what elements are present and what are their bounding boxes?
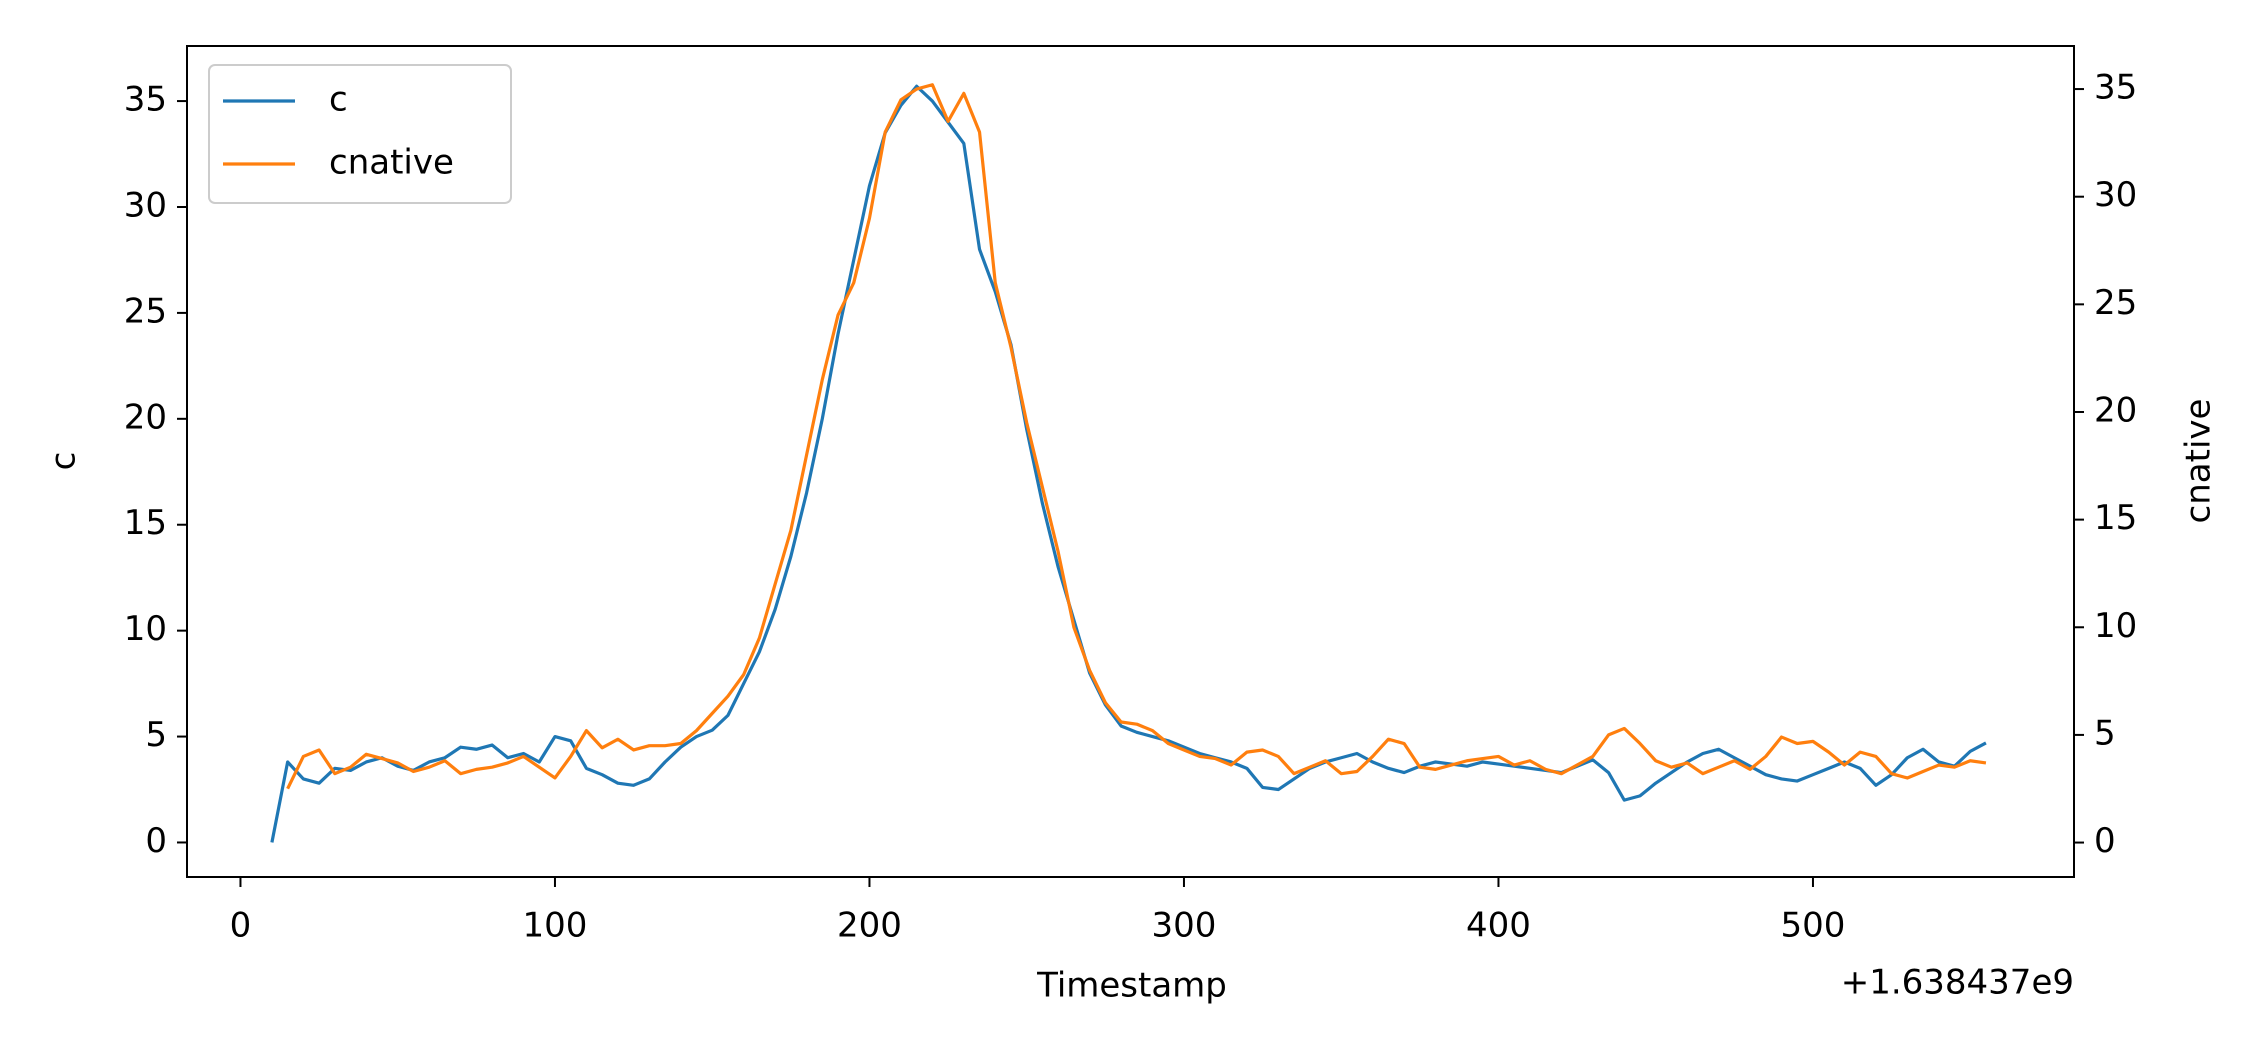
- legend-label: c: [329, 80, 348, 120]
- y2-tick-label: 25: [2094, 283, 2137, 323]
- x-tick-label: 200: [837, 906, 902, 946]
- y2-tick-label: 35: [2094, 68, 2137, 108]
- y-axis-label: c: [44, 452, 84, 471]
- y-tick-label: 5: [145, 715, 167, 755]
- y2-tick-label: 20: [2094, 390, 2137, 430]
- series-line: [270, 84, 1987, 843]
- x-tick-label: 400: [1466, 906, 1531, 946]
- x-offset-label: +1.638437e9: [1841, 963, 2074, 1003]
- legend-label: cnative: [329, 143, 454, 183]
- y2-tick-label: 5: [2094, 713, 2116, 753]
- y-tick-label: 10: [124, 609, 167, 649]
- y-tick-label: 15: [124, 503, 167, 543]
- y-tick-label: 20: [124, 397, 167, 437]
- plot-frame: [186, 45, 2075, 878]
- x-tick-label: 300: [1152, 906, 1217, 946]
- x-tick-label: 100: [523, 906, 588, 946]
- y2-tick-label: 10: [2094, 606, 2137, 646]
- series-line: [286, 83, 1987, 790]
- y-tick-label: 25: [124, 291, 167, 331]
- y-tick-label: 35: [124, 80, 167, 120]
- y2-axis-label: cnative: [2179, 399, 2219, 524]
- y2-tick-label: 15: [2094, 498, 2137, 538]
- y2-tick-label: 0: [2094, 821, 2116, 861]
- y2-tick-label: 30: [2094, 175, 2137, 215]
- y-tick-label: 0: [145, 821, 167, 861]
- y-tick-label: 30: [124, 185, 167, 225]
- x-tick-label: 500: [1781, 906, 1846, 946]
- x-axis-label: Timestamp: [1036, 966, 1227, 1006]
- x-tick-label: 0: [230, 906, 252, 946]
